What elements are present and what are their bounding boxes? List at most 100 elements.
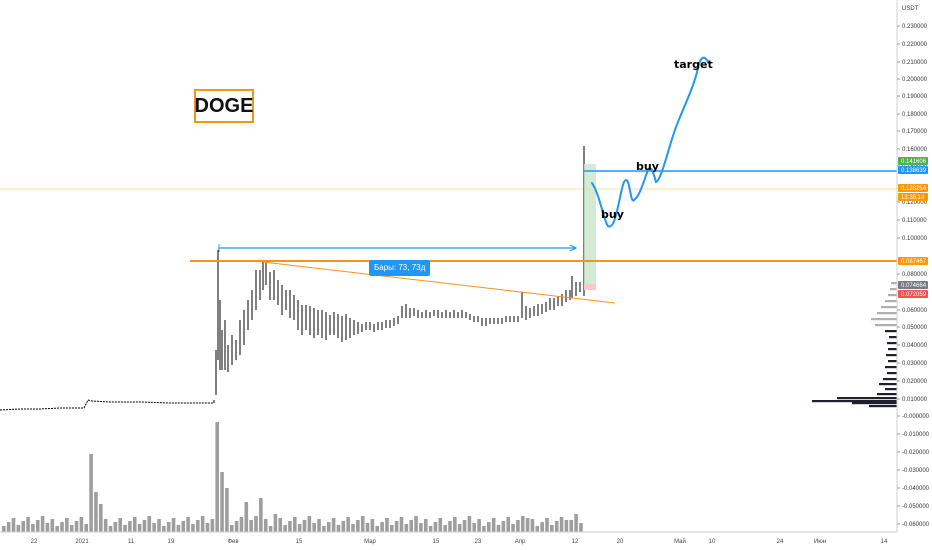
volume-bar — [196, 520, 200, 532]
volume-bar — [482, 526, 486, 532]
volume-bar — [322, 526, 326, 532]
volume-profile-row — [886, 354, 897, 357]
volume-bar — [550, 525, 554, 532]
volume-bar — [574, 514, 578, 532]
volume-bar — [457, 524, 462, 532]
date-tick-label: Май — [674, 538, 686, 545]
price-tick-label: 0.020000 — [902, 379, 928, 385]
price-tag-label: 0.128254 — [901, 186, 927, 192]
volume-bar — [152, 523, 156, 532]
bars-range-arrow — [569, 244, 578, 252]
volume-profile-row — [890, 288, 897, 291]
volume-bar — [254, 516, 258, 532]
price-tick-label: 0.100000 — [902, 236, 928, 242]
date-tick-label: 15 — [433, 539, 440, 545]
price-tag-label: 0.141606 — [901, 159, 927, 165]
trend-line — [262, 261, 616, 304]
volume-bar — [288, 521, 292, 532]
volume-bar — [438, 518, 443, 532]
volume-bar — [278, 518, 283, 532]
price-tick-label: 0.160000 — [902, 147, 928, 153]
volume-bar — [346, 517, 350, 532]
price-tick-label: -0.010000 — [902, 432, 930, 438]
volume-bar — [186, 517, 190, 532]
price-tick-label: 0.220000 — [902, 42, 928, 48]
price-tick-label: -0.050000 — [902, 504, 930, 510]
volume-bar — [45, 523, 50, 532]
price-tag-label: 0.072059 — [901, 292, 927, 298]
date-tick-label: 22 — [31, 539, 38, 545]
price-tick-label: 0.170000 — [902, 129, 928, 135]
volume-bar — [312, 523, 316, 532]
price-tick-label: 0.030000 — [902, 361, 928, 367]
volume-bar — [157, 519, 161, 532]
volume-bar — [399, 517, 404, 532]
volume-bar — [89, 454, 93, 532]
date-tick-label: Апр — [515, 539, 526, 545]
date-tick-label: 19 — [168, 539, 175, 545]
volume-bar — [40, 516, 45, 532]
buy-label-lower: buy — [601, 208, 624, 221]
volume-bar — [118, 518, 122, 532]
price-tick-label: -0.030000 — [902, 468, 930, 474]
volume-bar — [249, 520, 253, 532]
volume-bar — [166, 522, 171, 532]
price-tag-bg — [898, 193, 928, 201]
volume-bar — [375, 526, 380, 532]
volume-bar — [564, 520, 569, 532]
price-path-early — [0, 399, 214, 411]
volume-bar — [123, 525, 127, 532]
volume-bar — [6, 522, 11, 532]
volume-bar — [477, 519, 481, 532]
volume-bar — [443, 525, 447, 532]
volume-bar — [341, 521, 346, 532]
volume-bar — [525, 518, 530, 532]
volume-bar — [559, 517, 564, 532]
volume-bar — [84, 524, 89, 532]
volume-bar — [181, 521, 186, 532]
price-tag-label: 0.138639 — [901, 168, 927, 174]
volume-bar — [113, 522, 118, 532]
price-tick-label: 0.060000 — [902, 308, 928, 314]
volume-bar — [108, 526, 113, 532]
price-tick-label: 0.120000 — [902, 200, 928, 206]
volume-bar — [171, 518, 176, 532]
bars-range-label: Бары: 73, 73д — [369, 260, 431, 276]
volume-profile-row — [877, 393, 897, 396]
volume-bar — [50, 519, 55, 532]
volume-bar — [244, 502, 249, 532]
price-tick-label: 0.110000 — [902, 218, 927, 224]
volume-bar — [336, 525, 341, 532]
price-tick-label: -0.040000 — [902, 486, 930, 492]
volume-profile-row — [885, 300, 897, 303]
volume-bar — [234, 521, 239, 532]
volume-bar — [2, 526, 6, 532]
volume-bar — [516, 520, 520, 532]
volume-profile-row — [812, 400, 897, 403]
long-position-zone — [584, 164, 596, 284]
date-tick-label: Фев — [227, 539, 238, 545]
symbol-label: DOGE — [194, 94, 254, 117]
volume-bar — [21, 521, 25, 532]
volume-bar — [65, 518, 69, 532]
volume-bar — [259, 498, 263, 532]
volume-profile-row — [888, 348, 897, 351]
date-tick-label: 2021 — [75, 539, 89, 545]
projection-path — [591, 56, 709, 228]
volume-bar — [283, 525, 287, 532]
volume-bar — [162, 526, 166, 532]
volume-bar — [142, 520, 147, 532]
volume-bar — [579, 523, 583, 532]
volume-bar — [147, 516, 152, 532]
volume-profile-row — [889, 336, 897, 339]
volume-bar — [229, 525, 234, 532]
volume-profile-row — [837, 397, 897, 400]
price-tick-label: 0.210000 — [902, 60, 928, 66]
volume-profile-row — [885, 330, 897, 333]
volume-bar — [99, 504, 103, 532]
symbol-label-box: DOGE — [194, 89, 254, 123]
volume-bar — [467, 516, 472, 532]
volume-bar — [205, 523, 210, 532]
